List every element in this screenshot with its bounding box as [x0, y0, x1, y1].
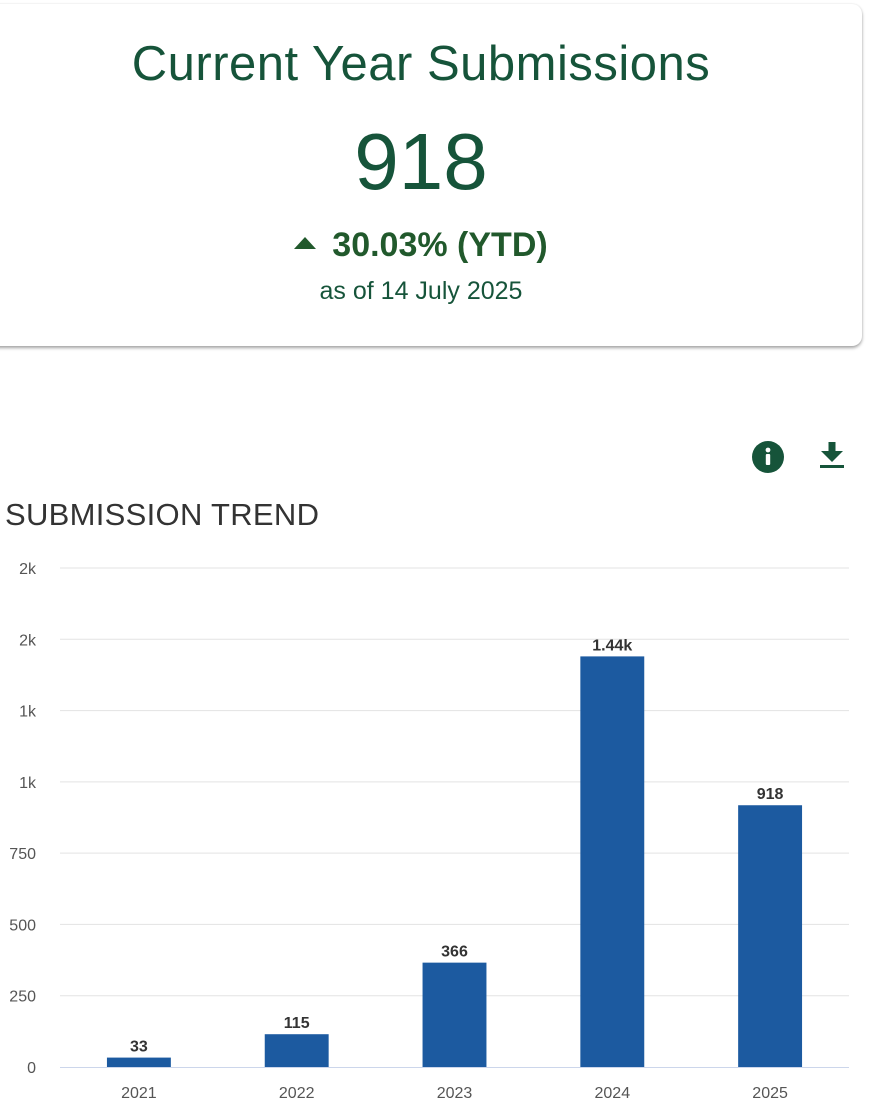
kpi-card: Current Year Submissions 918 30.03% (YTD… [0, 4, 862, 346]
x-tick-label: 2021 [121, 1085, 157, 1102]
info-button[interactable] [751, 440, 785, 474]
x-tick-label: 2023 [437, 1085, 473, 1102]
bar [422, 962, 487, 1067]
y-tick-label: 500 [9, 917, 36, 934]
y-tick-label: 0 [27, 1060, 36, 1077]
data-label: 366 [441, 944, 468, 961]
bar [580, 656, 645, 1067]
y-tick-label: 2k [19, 632, 37, 649]
download-button[interactable] [817, 440, 851, 474]
y-tick-label: 250 [9, 989, 36, 1006]
info-icon [752, 441, 784, 473]
kpi-as-of-date: as of 14 July 2025 [319, 277, 523, 305]
y-tick-label: 2k [19, 561, 37, 578]
x-tick-label: 2025 [752, 1085, 788, 1102]
chart-title: SUBMISSION TREND [5, 497, 320, 532]
bar [106, 1057, 171, 1067]
y-tick-label: 1k [19, 775, 37, 792]
kpi-title: Current Year Submissions [131, 37, 711, 91]
y-tick-label: 750 [9, 846, 36, 863]
kpi-value: 918 [354, 117, 488, 206]
download-icon [820, 442, 844, 468]
data-label: 115 [284, 1015, 310, 1032]
x-tick-label: 2024 [595, 1085, 631, 1102]
data-label: 33 [130, 1039, 148, 1056]
bar [264, 1034, 329, 1067]
kpi-change: 30.03% (YTD) [0, 226, 862, 265]
data-label: 1.44k [592, 637, 632, 654]
bar [738, 805, 803, 1067]
bar-chart: 0 250 500 750 1k 1k 2k 2k 33 2021 115 2022 366 2023 1.… [9, 561, 849, 1102]
data-label: 918 [757, 786, 784, 803]
kpi-change-text: 30.03% (YTD) [332, 226, 548, 264]
arrow-up-icon [294, 237, 317, 249]
y-tick-label: 1k [19, 704, 37, 721]
x-tick-label: 2022 [279, 1085, 315, 1102]
